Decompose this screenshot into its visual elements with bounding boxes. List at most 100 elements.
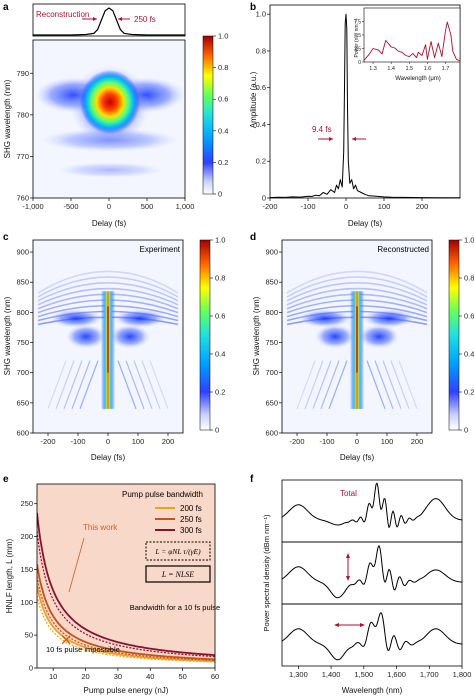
- panel-c-wing-left-0: [79, 360, 99, 410]
- panel-a-inset-frame: [32, 3, 186, 37]
- panel-f: Total 1,300 1,400 1,500 1,600 1,700 1,800 Wav…: [262, 479, 471, 695]
- panel-c-wing-right-3: [141, 360, 161, 410]
- panel-e: 10 20 30 40 50 60 0 50 100 150 200 250 Pump pulse b…: [5, 483, 220, 695]
- panel-f-xtick-label-3: 1,600: [387, 670, 406, 679]
- panel-e-ylabel: HNLF length, L (mm): [5, 538, 14, 613]
- panel-d-wing-left-2: [312, 360, 332, 410]
- panel-b-pulse-trace: [269, 13, 461, 199]
- panel-c-wing-right-4: [149, 360, 169, 410]
- panel-a-band-bottom: [55, 162, 165, 178]
- panel-c: Experiment -200 -100 0 100 200 600 650 700 750 80…: [3, 236, 225, 463]
- panel-e-legend-label-0: 200 fs: [180, 504, 202, 513]
- panel-e-formula-box: [145, 541, 211, 561]
- panel-d-fringe-8: [286, 270, 428, 294]
- panel-b: -200 -100 0 100 200 0 0.2 0.4 0.6 0.8 1.0 9.4 fs D…: [249, 4, 461, 228]
- panel-f-axes: 1,300 1,400 1,500 1,600 1,700 1,800: [289, 666, 471, 679]
- panel-a-arrowhead-left: [93, 17, 97, 21]
- panel-c-ytick-label-6: 900: [16, 248, 29, 257]
- panel-e-legend-label-2: 300 fs: [180, 526, 202, 535]
- panel-a-ylabel: SHG wavelength (nm): [3, 79, 12, 158]
- panel-b-xtick-label-1: -100: [300, 202, 315, 211]
- panel-c-ytick-label-2: 700: [16, 368, 29, 377]
- panel-a-colorbar: [202, 35, 214, 195]
- panel-e-curve-1: [37, 564, 215, 661]
- panel-a-xtick-label-0: -1,000: [22, 202, 43, 211]
- panel-label-f: f: [250, 474, 254, 485]
- panel-f-spectrum-total: [281, 482, 463, 528]
- panel-a: Reconstruction 250 fs -1,000 -500 0 500 1,00…: [3, 3, 228, 228]
- panel-c-annotation: Experiment: [140, 245, 181, 254]
- panel-e-ytick-label-2: 100: [20, 598, 33, 607]
- panel-e-this-work-pointer: [68, 537, 85, 593]
- panel-b-inset-bg: [363, 7, 461, 63]
- panel-e-ytick-label-3: 150: [20, 565, 33, 574]
- panel-a-cbar-label-2: 0.4: [218, 126, 228, 135]
- panel-e-xtick-label-2: 30: [114, 672, 122, 681]
- panel-d-lobe-left: [299, 309, 351, 328]
- panel-a-xtick-label-2: 0: [107, 202, 111, 211]
- panel-b-xtick-label-4: 200: [416, 202, 429, 211]
- panel-b-inset-xtick-label-0: 1.3: [369, 66, 377, 72]
- panel-d-wing-left-3: [304, 360, 324, 410]
- panel-d-fringe-7: [286, 276, 428, 298]
- panel-b-ytick-label-5: 1.0: [256, 10, 266, 19]
- panel-a-ytick-label-2: 780: [16, 110, 29, 119]
- panel-a-core-spot: [80, 70, 140, 134]
- panel-label-a: a: [3, 2, 9, 13]
- panel-f-xtick-label-1: 1,400: [322, 670, 341, 679]
- panel-e-ytick-label-1: 50: [25, 631, 33, 640]
- panel-b-arrowhead-left: [329, 137, 333, 141]
- panel-f-xtick-label-5: 1,800: [453, 670, 472, 679]
- panel-d-xtick-label-2: 0: [355, 437, 359, 446]
- panel-b-inset-xtick-label-2: 1.5: [405, 66, 413, 72]
- panel-e-impossible-label: 10 fs pulse impossible: [46, 645, 120, 654]
- panel-f-xtick-label-0: 1,300: [289, 670, 308, 679]
- panel-d-lobe-right: [363, 309, 415, 328]
- panel-b-inset-spectrum: [363, 21, 461, 62]
- panel-e-legend-title: Pump pulse bandwidth: [122, 490, 203, 499]
- panel-e-plot-frame: [36, 483, 216, 669]
- panel-c-ytick-label-5: 850: [16, 278, 29, 287]
- panel-b-inset-ytick-label-3: 7.5: [354, 20, 361, 26]
- panel-c-colorbar: [199, 239, 211, 431]
- panel-e-bandwidth-label: Bandwidth for a 10 fs pulse: [130, 603, 220, 612]
- panel-e-curve-2: [37, 512, 215, 656]
- panel-c-ylabel: SHG wavelength (nm): [3, 296, 12, 375]
- panel-c-fringe-7: [37, 276, 179, 298]
- panel-label-c: c: [3, 232, 9, 243]
- panel-d-cbar-label-5: 1.0: [464, 236, 474, 245]
- panel-e-this-work-text: This work: [83, 523, 118, 532]
- panel-c-lobe-right: [114, 309, 166, 328]
- panel-a-axes: -1,000 -500 0 500 1,000 760 770 780 790: [16, 69, 194, 211]
- panel-c-cbar-label-0: 0: [215, 426, 219, 435]
- panel-b-inset-xtick-label-3: 1.6: [424, 66, 432, 72]
- panel-c-ytick-label-4: 800: [16, 308, 29, 317]
- panel-c-wing-left-3: [55, 360, 75, 410]
- panel-d-ytick-label-0: 600: [265, 429, 278, 438]
- panel-c-cbar-label-5: 1.0: [215, 236, 225, 245]
- panel-a-heatmap: [35, 65, 185, 178]
- panel-b-inset-ytick-label-1: 2.5: [354, 47, 361, 53]
- panel-d-heatmap: [286, 270, 428, 410]
- panel-e-xtick-label-5: 60: [211, 672, 219, 681]
- panel-label-b: b: [250, 2, 256, 13]
- panel-a-reconstruction-label: Reconstruction: [36, 10, 89, 19]
- panel-c-fringe-6: [37, 282, 179, 302]
- panel-c-lobe-left-low: [66, 324, 106, 349]
- panel-b-inset-ylabel: Power (nW nm⁻¹): [354, 18, 360, 57]
- panel-e-curve-dashed-0: [37, 595, 215, 663]
- panel-d-cbar-label-3: 0.6: [464, 312, 474, 321]
- panel-d-xtick-label-0: -200: [289, 437, 304, 446]
- panel-e-ytick-label-5: 250: [20, 499, 33, 508]
- panel-c-cbar-label-3: 0.6: [215, 312, 225, 321]
- panel-d-ytick-label-3: 750: [265, 338, 278, 347]
- panel-e-xlabel: Pump pulse energy (nJ): [84, 686, 169, 695]
- panel-a-cbar-label-3: 0.6: [218, 95, 228, 104]
- panel-c-xtick-label-4: 200: [162, 437, 175, 446]
- panel-e-bandwidth-text: Bandwidth for a 10 fs pulse: [130, 603, 220, 612]
- panel-d-xtick-label-1: -100: [319, 437, 334, 446]
- panel-f-xlabel: Wavelength (nm): [342, 686, 403, 695]
- panel-b-inset-xtick-label-1: 1.4: [387, 66, 395, 72]
- panel-c-ytick-label-0: 600: [16, 429, 29, 438]
